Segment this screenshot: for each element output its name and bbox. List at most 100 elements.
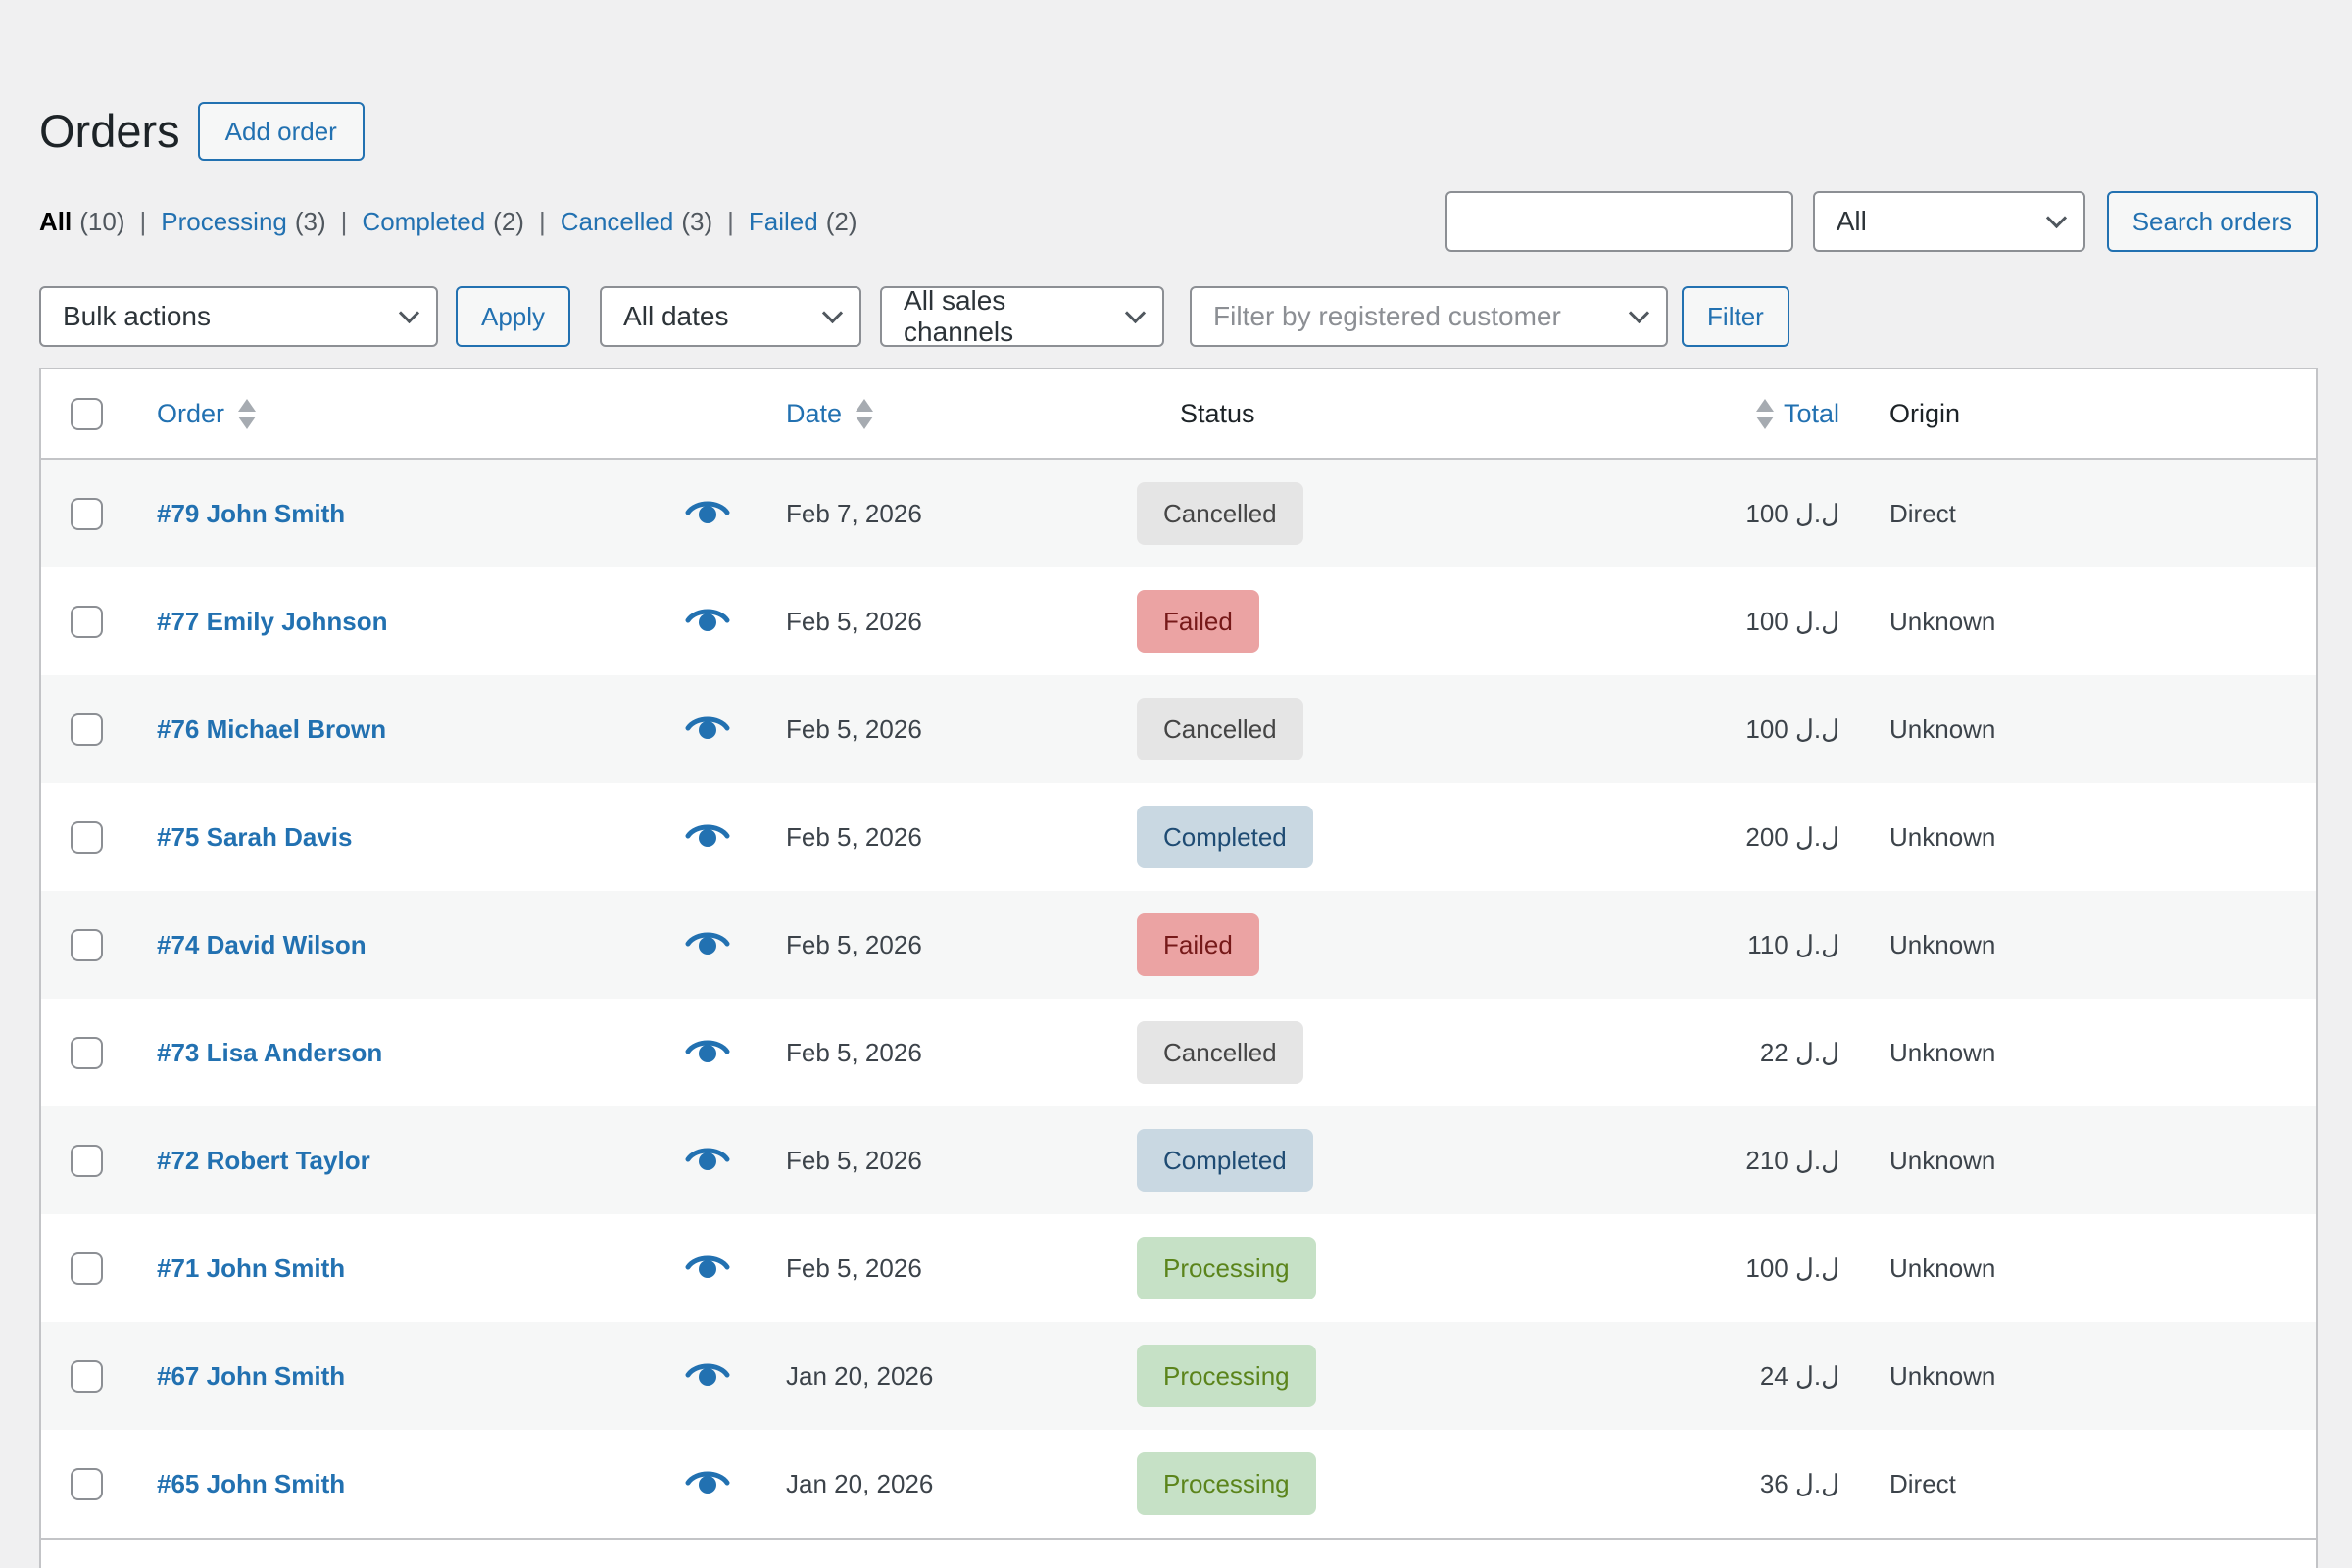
- row-checkbox[interactable]: [71, 1467, 103, 1500]
- status-filter-link[interactable]: Completed: [362, 206, 486, 236]
- order-date: Feb 5, 2026: [786, 1145, 922, 1175]
- order-origin: Unknown: [1889, 1145, 1996, 1175]
- order-link[interactable]: #75 Sarah Davis: [157, 821, 353, 852]
- order-row: #73 Lisa Anderson Feb 5, 2026 Cancelled …: [41, 999, 2316, 1106]
- order-total: 24 ل.ل: [1759, 1360, 1839, 1391]
- sort-arrows-icon: [856, 398, 874, 429]
- all-dates-select[interactable]: All dates: [600, 286, 862, 347]
- preview-eye-icon[interactable]: [685, 713, 730, 745]
- order-date: Feb 7, 2026: [786, 498, 922, 528]
- row-checkbox[interactable]: [71, 1251, 103, 1285]
- status-badge: Failed: [1137, 913, 1259, 976]
- row-checkbox[interactable]: [71, 928, 103, 961]
- row-checkbox[interactable]: [71, 820, 103, 854]
- order-link[interactable]: #79 John Smith: [157, 498, 346, 528]
- order-link[interactable]: #65 John Smith: [157, 1468, 346, 1498]
- status-filter-link[interactable]: Processing: [161, 206, 287, 236]
- status-badge: Cancelled: [1137, 698, 1303, 760]
- status-filter-item: Failed (2): [712, 206, 858, 237]
- status-badge: Completed: [1137, 1129, 1313, 1192]
- status-badge: Processing: [1137, 1452, 1316, 1515]
- row-checkbox[interactable]: [71, 497, 103, 530]
- sort-by-date-header[interactable]: Date: [786, 398, 874, 429]
- orders-table: Order Date Status Total: [39, 368, 2318, 1568]
- status-filter-item: Completed (2): [326, 207, 524, 237]
- customer-filter-select[interactable]: Filter by registered customer: [1190, 286, 1669, 347]
- preview-eye-icon[interactable]: [685, 821, 730, 853]
- order-date: Jan 20, 2026: [786, 1360, 934, 1391]
- status-filter-item: All (10): [39, 207, 124, 237]
- order-origin: Unknown: [1889, 713, 1996, 744]
- order-link[interactable]: #76 Michael Brown: [157, 713, 387, 744]
- order-row: #65 John Smith Jan 20, 2026 Processing 3…: [41, 1430, 2316, 1538]
- page-header: Orders Add order: [39, 100, 2318, 163]
- row-checkbox[interactable]: [71, 1359, 103, 1393]
- order-date: Feb 5, 2026: [786, 1037, 922, 1067]
- chevron-down-icon: [1628, 302, 1650, 324]
- sort-asc-icon: [1755, 398, 1774, 412]
- row-checkbox[interactable]: [71, 1036, 103, 1069]
- sort-by-total-header[interactable]: Total: [1755, 398, 1839, 429]
- order-link[interactable]: #72 Robert Taylor: [157, 1145, 370, 1175]
- preview-eye-icon[interactable]: [685, 606, 730, 637]
- order-total: 36 ل.ل: [1759, 1468, 1839, 1498]
- preview-eye-icon[interactable]: [685, 929, 730, 960]
- order-row: #77 Emily Johnson Feb 5, 2026 Failed 100…: [41, 567, 2316, 675]
- sales-channels-select[interactable]: All sales channels: [880, 285, 1165, 347]
- filter-button[interactable]: Filter: [1682, 286, 1789, 347]
- add-order-button[interactable]: Add order: [197, 102, 365, 161]
- status-badge: Cancelled: [1137, 482, 1303, 545]
- preview-eye-icon[interactable]: [685, 1468, 730, 1499]
- search-type-select[interactable]: All: [1812, 191, 2085, 252]
- sort-desc-icon: [238, 416, 257, 429]
- order-date: Feb 5, 2026: [786, 713, 922, 744]
- sort-by-order-header[interactable]: Order: [157, 398, 257, 429]
- row-checkbox[interactable]: [71, 712, 103, 746]
- order-link[interactable]: #73 Lisa Anderson: [157, 1037, 383, 1067]
- order-link[interactable]: #74 David Wilson: [157, 929, 367, 959]
- all-dates-value: All dates: [623, 301, 729, 331]
- row-checkbox[interactable]: [71, 605, 103, 638]
- order-origin: Direct: [1889, 1468, 1956, 1498]
- status-filter-count: (3): [294, 206, 326, 236]
- status-filter-item: Cancelled (3): [524, 207, 712, 237]
- order-total: 110 ل.ل: [1747, 929, 1839, 959]
- order-origin: Direct: [1889, 498, 1956, 528]
- row-checkbox[interactable]: [71, 1144, 103, 1177]
- bulk-actions-select[interactable]: Bulk actions: [39, 286, 438, 347]
- search-orders-button[interactable]: Search orders: [2106, 191, 2318, 252]
- order-origin: Unknown: [1889, 929, 1996, 959]
- chevron-down-icon: [821, 302, 844, 324]
- preview-eye-icon[interactable]: [685, 1145, 730, 1176]
- order-date: Feb 5, 2026: [786, 606, 922, 636]
- preview-eye-icon[interactable]: [685, 1037, 730, 1068]
- table-footer: Order Date Status Total: [41, 1538, 2316, 1568]
- order-date: Feb 5, 2026: [786, 821, 922, 852]
- status-filter-link[interactable]: Cancelled: [560, 206, 674, 236]
- preview-eye-icon[interactable]: [685, 1252, 730, 1284]
- sales-channels-value: All sales channels: [904, 285, 1014, 347]
- order-link[interactable]: #67 John Smith: [157, 1360, 346, 1391]
- sort-desc-icon: [1755, 416, 1774, 429]
- status-filter-link[interactable]: Failed: [748, 206, 818, 236]
- search-input[interactable]: [1445, 191, 1793, 252]
- chevron-down-icon: [2045, 207, 2067, 229]
- page-title: Orders: [39, 105, 180, 157]
- status-filter-link[interactable]: All: [39, 206, 73, 236]
- chevron-down-icon: [1124, 302, 1147, 324]
- order-total: 200 ل.ل: [1745, 821, 1839, 852]
- table-body: #79 John Smith Feb 7, 2026 Cancelled 100…: [41, 460, 2316, 1538]
- order-link[interactable]: #77 Emily Johnson: [157, 606, 388, 636]
- order-total: 100 ل.ل: [1745, 606, 1839, 636]
- apply-button[interactable]: Apply: [456, 286, 571, 347]
- select-all-checkbox[interactable]: [71, 397, 103, 430]
- preview-eye-icon[interactable]: [685, 498, 730, 529]
- preview-eye-icon[interactable]: [685, 1360, 730, 1392]
- order-row: #71 John Smith Feb 5, 2026 Processing 10…: [41, 1214, 2316, 1322]
- order-link[interactable]: #71 John Smith: [157, 1252, 346, 1283]
- origin-column-header: Origin: [1889, 398, 1961, 428]
- status-filter-item: Processing (3): [124, 207, 325, 237]
- order-row: #72 Robert Taylor Feb 5, 2026 Completed …: [41, 1106, 2316, 1214]
- order-date: Jan 20, 2026: [786, 1468, 934, 1498]
- status-filter-count: (2): [825, 206, 858, 236]
